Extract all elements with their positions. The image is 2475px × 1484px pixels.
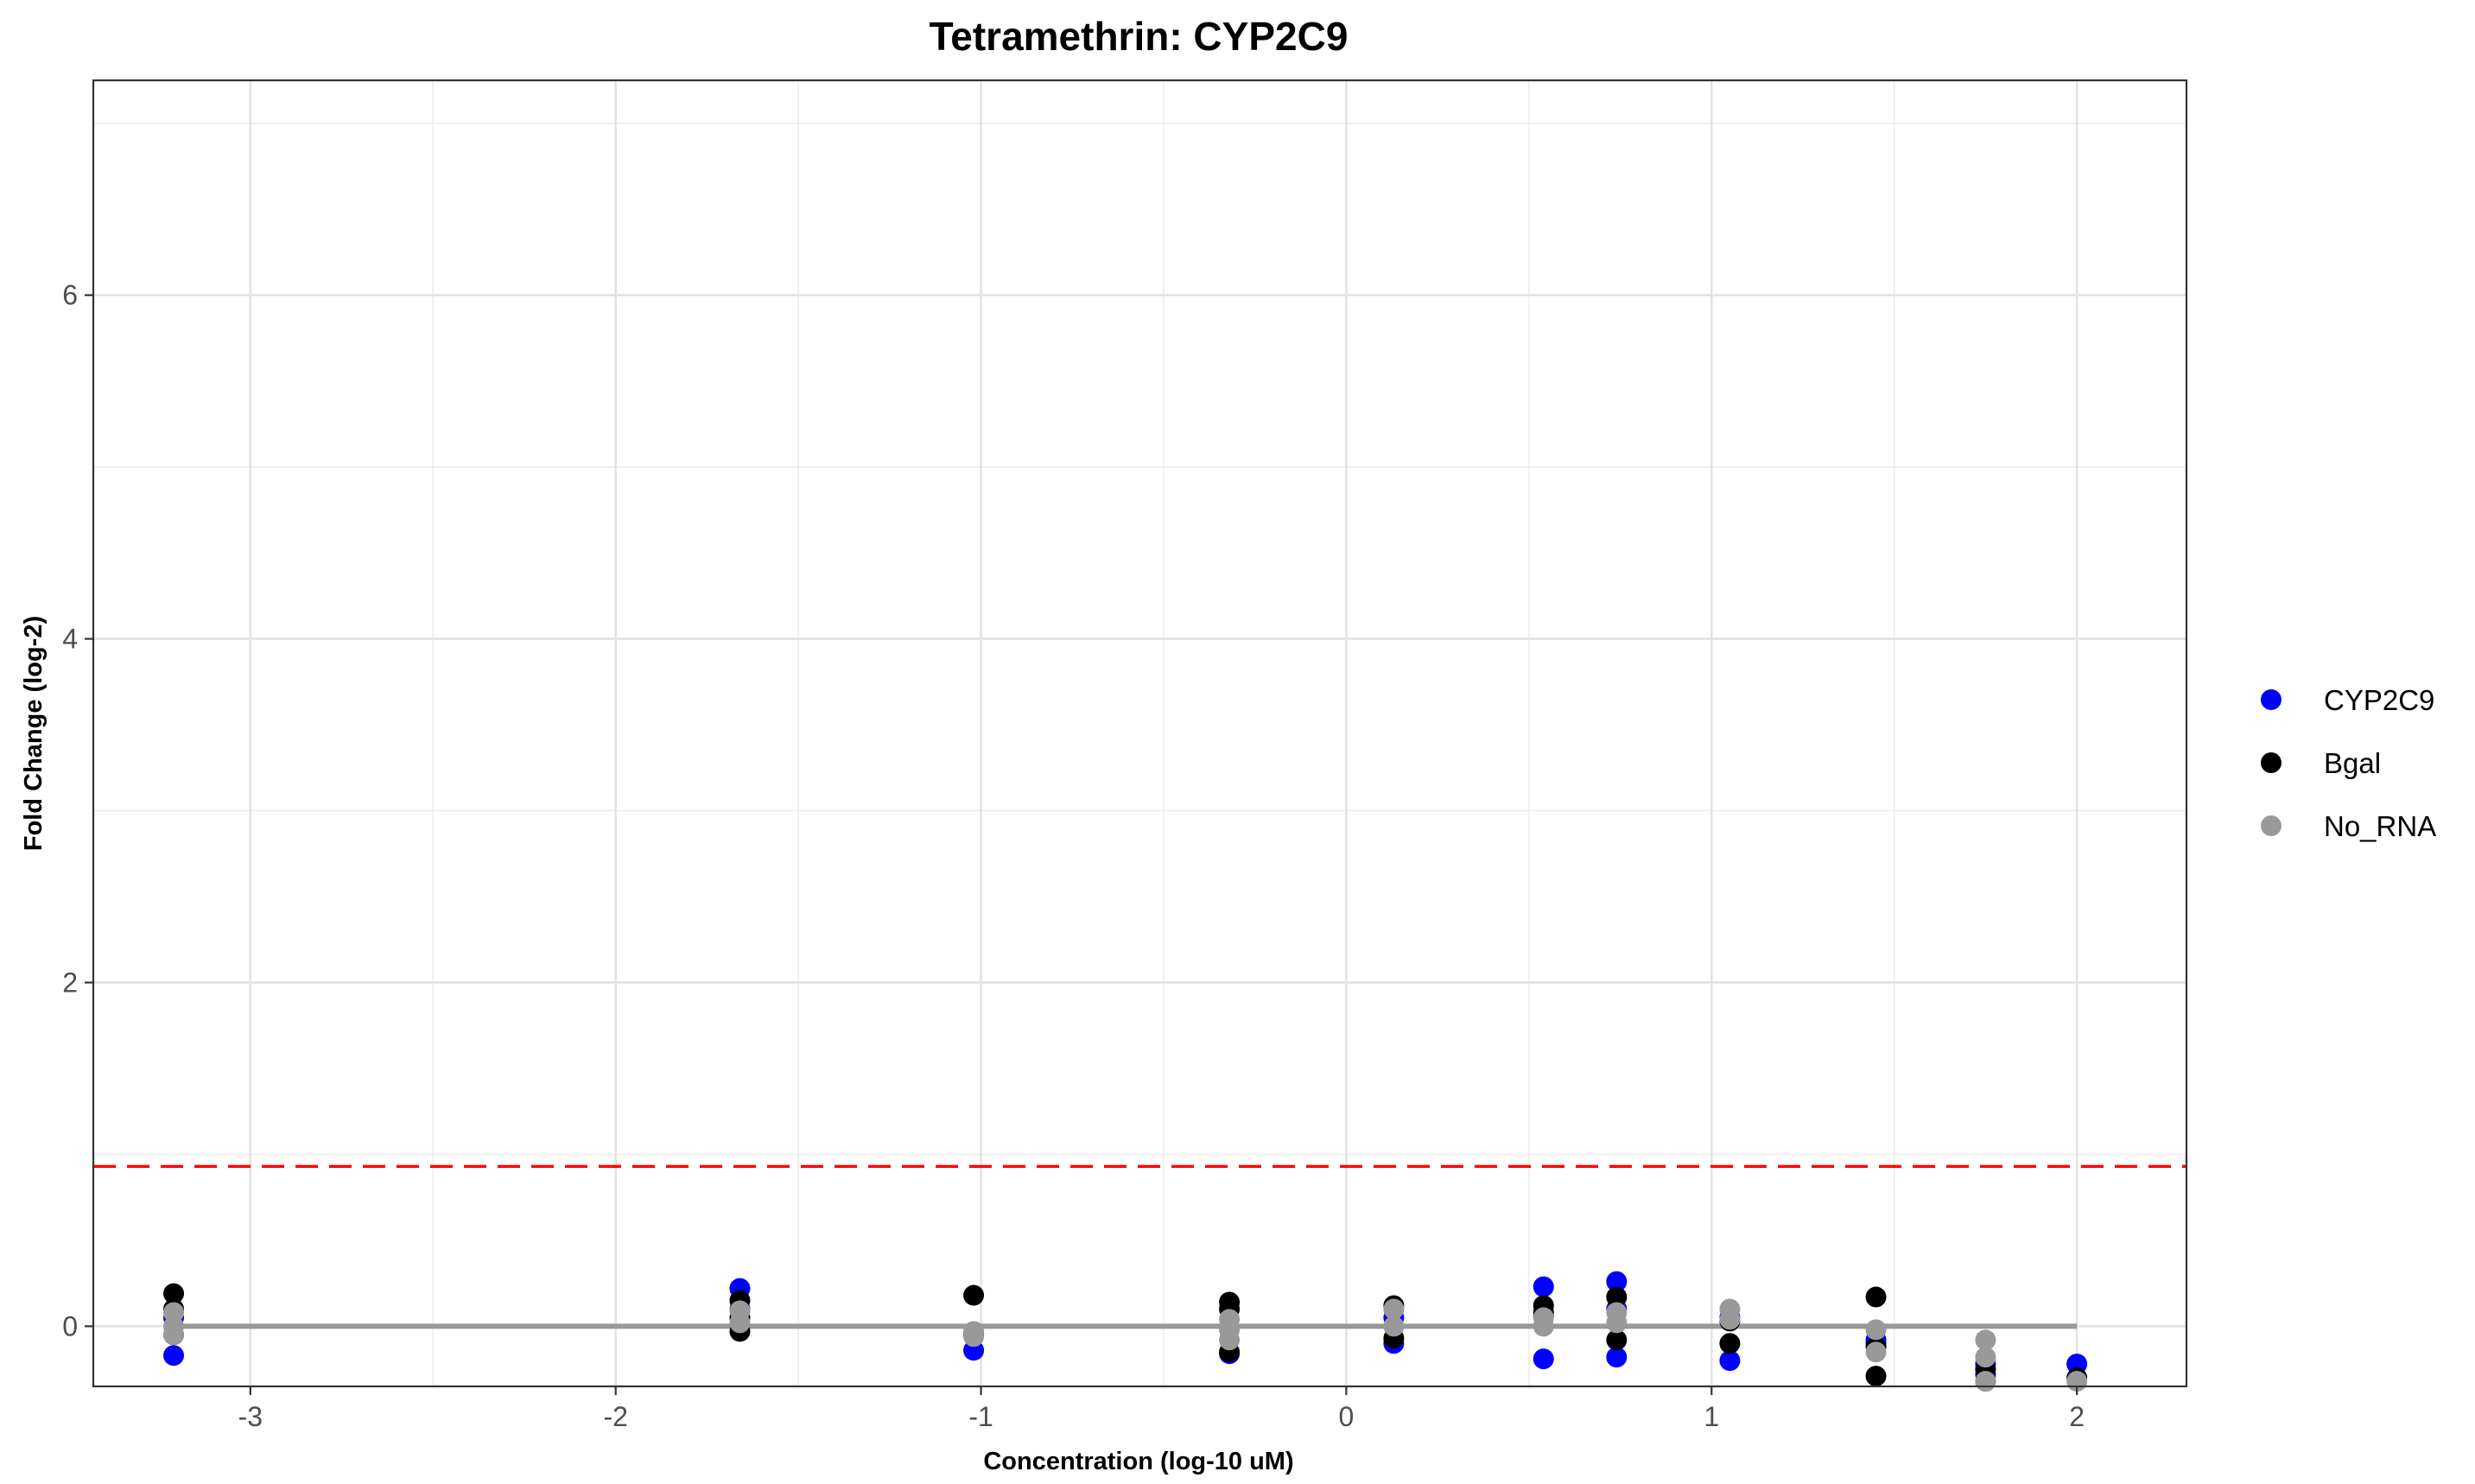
legend-key: [2261, 752, 2281, 773]
y-tick-label: 6: [62, 280, 78, 311]
data-point-cyp2c9: [163, 1345, 185, 1367]
data-point-no-rna: [1383, 1316, 1405, 1337]
data-point-no-rna: [1383, 1298, 1405, 1320]
y-tick-label: 0: [62, 1310, 78, 1341]
gridlines: [93, 80, 2186, 1386]
y-axis-ticks: 0 2 4 6: [62, 280, 93, 1341]
legend-key: [2261, 815, 2281, 836]
data-point-no-rna: [1865, 1319, 1887, 1341]
x-axis-ticks: -3 -2 -1 0 1 2: [238, 1386, 2085, 1432]
data-point-no-rna: [1975, 1347, 1996, 1368]
data-point-bgal: [1606, 1329, 1628, 1351]
x-tick-label: 1: [1704, 1401, 1719, 1432]
plot-panel: [93, 80, 2186, 1386]
data-point-no-rna: [1606, 1312, 1628, 1334]
x-tick-label: -2: [603, 1401, 627, 1432]
data-point-cyp2c9: [1533, 1276, 1554, 1297]
x-tick-label: -3: [238, 1401, 263, 1432]
legend: CYP2C9 Bgal No_RNA: [2261, 684, 2436, 842]
data-point-cyp2c9: [1606, 1271, 1628, 1292]
reference-lines: [93, 1164, 2186, 1329]
y-tick-label: 4: [62, 624, 78, 655]
data-point-no-rna: [1533, 1316, 1554, 1337]
data-point-no-rna: [1719, 1309, 1741, 1330]
legend-key: [2261, 689, 2281, 710]
data-point-bgal: [1865, 1366, 1887, 1387]
data-point-cyp2c9: [1606, 1347, 1628, 1368]
legend-label: No_RNA: [2324, 810, 2436, 842]
data-point-no-rna: [1975, 1329, 1996, 1351]
plot-border: [92, 79, 2188, 1388]
data-points: [163, 1271, 2088, 1392]
x-tick-label: 0: [1339, 1401, 1355, 1432]
data-point-bgal: [963, 1284, 985, 1306]
data-point-cyp2c9: [1533, 1348, 1554, 1370]
data-point-no-rna: [163, 1324, 185, 1346]
data-point-no-rna: [963, 1326, 985, 1348]
y-axis-label: Fold Change (log-2): [20, 616, 48, 851]
data-point-no-rna: [1865, 1341, 1887, 1363]
x-tick-label: -1: [968, 1401, 993, 1432]
data-point-bgal: [1719, 1333, 1741, 1354]
chart-title: Tetramethrin: CYP2C9: [930, 14, 1349, 59]
data-point-no-rna: [1219, 1329, 1241, 1351]
y-tick-label: 2: [62, 967, 78, 998]
legend-label: Bgal: [2324, 747, 2381, 779]
data-point-bgal: [1865, 1286, 1887, 1308]
data-point-bgal: [1606, 1286, 1628, 1308]
legend-label: CYP2C9: [2324, 684, 2434, 716]
x-axis-label: Concentration (log-10 uM): [983, 1448, 1293, 1475]
data-point-cyp2c9: [1719, 1350, 1741, 1372]
data-point-no-rna: [1975, 1371, 1996, 1392]
x-tick-label: 2: [2069, 1401, 2085, 1432]
data-point-bgal: [163, 1283, 185, 1304]
data-point-no-rna: [729, 1312, 751, 1334]
